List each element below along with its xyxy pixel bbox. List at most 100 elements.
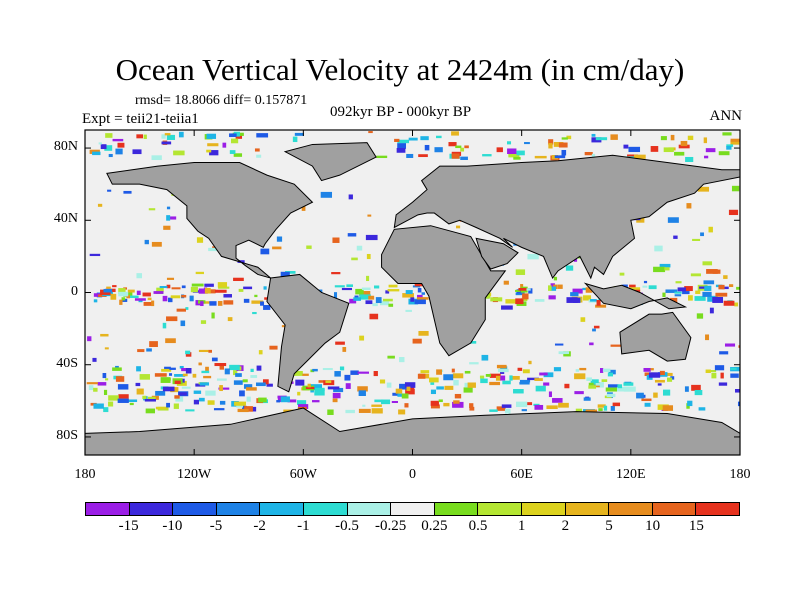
field-patch — [519, 379, 531, 383]
field-patch — [266, 383, 273, 387]
field-patch — [238, 366, 242, 371]
field-patch — [501, 305, 513, 310]
field-patch — [642, 285, 648, 288]
field-patch — [686, 203, 692, 209]
field-patch — [607, 384, 619, 388]
arabia-land — [475, 237, 519, 270]
colorbar-label: 0.5 — [468, 518, 488, 534]
field-patch — [108, 153, 113, 158]
field-patch — [339, 366, 345, 371]
field-patch — [675, 281, 682, 284]
field-patch — [388, 284, 398, 288]
field-patch — [178, 131, 184, 138]
field-patch — [436, 386, 444, 390]
field-patch — [397, 143, 407, 149]
field-patch — [718, 382, 728, 386]
field-patch — [703, 137, 708, 144]
field-patch — [489, 381, 501, 386]
field-patch — [723, 300, 735, 306]
field-patch — [136, 134, 143, 139]
field-patch — [115, 365, 119, 369]
colorbar-swatch — [609, 503, 653, 515]
field-patch — [175, 396, 184, 402]
field-patch — [448, 142, 457, 147]
colorbar-label: -2 — [253, 518, 266, 534]
field-patch — [501, 404, 512, 408]
field-patch — [406, 153, 414, 158]
field-patch — [405, 309, 412, 312]
field-patch — [136, 290, 141, 295]
field-patch — [684, 386, 689, 392]
field-patch — [92, 357, 97, 362]
field-patch — [464, 145, 469, 149]
field-patch — [670, 297, 678, 303]
field-patch — [405, 388, 415, 395]
field-patch — [729, 284, 734, 288]
field-patch — [166, 277, 175, 280]
field-patch — [534, 404, 544, 410]
north-america-land — [106, 162, 314, 279]
field-patch — [590, 299, 597, 302]
field-patch — [585, 287, 593, 293]
colorbar-label: -0.25 — [375, 518, 407, 534]
lat-label: 40S — [56, 355, 78, 371]
field-patch — [719, 351, 729, 355]
field-patch — [617, 384, 623, 389]
field-patch — [402, 293, 414, 298]
colorbar-label: 5 — [605, 518, 613, 534]
field-patch — [359, 335, 365, 341]
field-patch — [502, 380, 511, 385]
field-patch — [606, 393, 616, 398]
field-patch — [524, 142, 530, 145]
field-patch — [223, 294, 232, 298]
field-patch — [294, 132, 304, 136]
field-patch — [136, 273, 143, 279]
field-patch — [489, 409, 498, 412]
field-patch — [366, 253, 371, 260]
field-patch — [342, 346, 347, 352]
field-patch — [169, 373, 173, 376]
field-patch — [526, 288, 531, 291]
field-patch — [444, 385, 454, 390]
field-patch — [653, 392, 658, 398]
field-patch — [280, 271, 290, 277]
field-patch — [307, 383, 311, 388]
field-patch — [207, 400, 215, 405]
period-label: 092kyr BP - 000kyr BP — [330, 104, 472, 120]
field-patch — [561, 149, 567, 156]
field-patch — [335, 341, 345, 345]
field-patch — [233, 370, 238, 376]
field-patch — [528, 288, 533, 294]
field-patch — [648, 372, 661, 378]
field-patch — [463, 387, 473, 393]
field-patch — [674, 151, 685, 156]
field-patch — [654, 245, 663, 252]
field-patch — [160, 377, 171, 383]
field-patch — [233, 153, 243, 157]
field-patch — [690, 273, 701, 277]
field-patch — [139, 374, 150, 380]
colorbar-swatch — [696, 503, 739, 515]
field-patch — [692, 238, 701, 241]
field-patch — [714, 365, 725, 371]
field-patch — [182, 373, 188, 377]
field-patch — [118, 394, 129, 399]
field-patch — [561, 137, 568, 140]
field-patch — [657, 383, 662, 386]
field-patch — [548, 139, 554, 145]
field-patch — [698, 407, 706, 411]
field-patch — [548, 285, 552, 291]
field-patch — [662, 405, 674, 411]
field-patch — [592, 328, 596, 332]
field-patch — [641, 398, 652, 402]
field-patch — [121, 297, 126, 301]
field-patch — [533, 403, 540, 406]
field-patch — [218, 387, 230, 390]
field-patch — [181, 294, 187, 298]
field-patch — [357, 371, 370, 374]
field-patch — [723, 275, 728, 279]
field-patch — [730, 140, 740, 145]
field-patch — [190, 286, 198, 293]
field-patch — [619, 272, 625, 276]
